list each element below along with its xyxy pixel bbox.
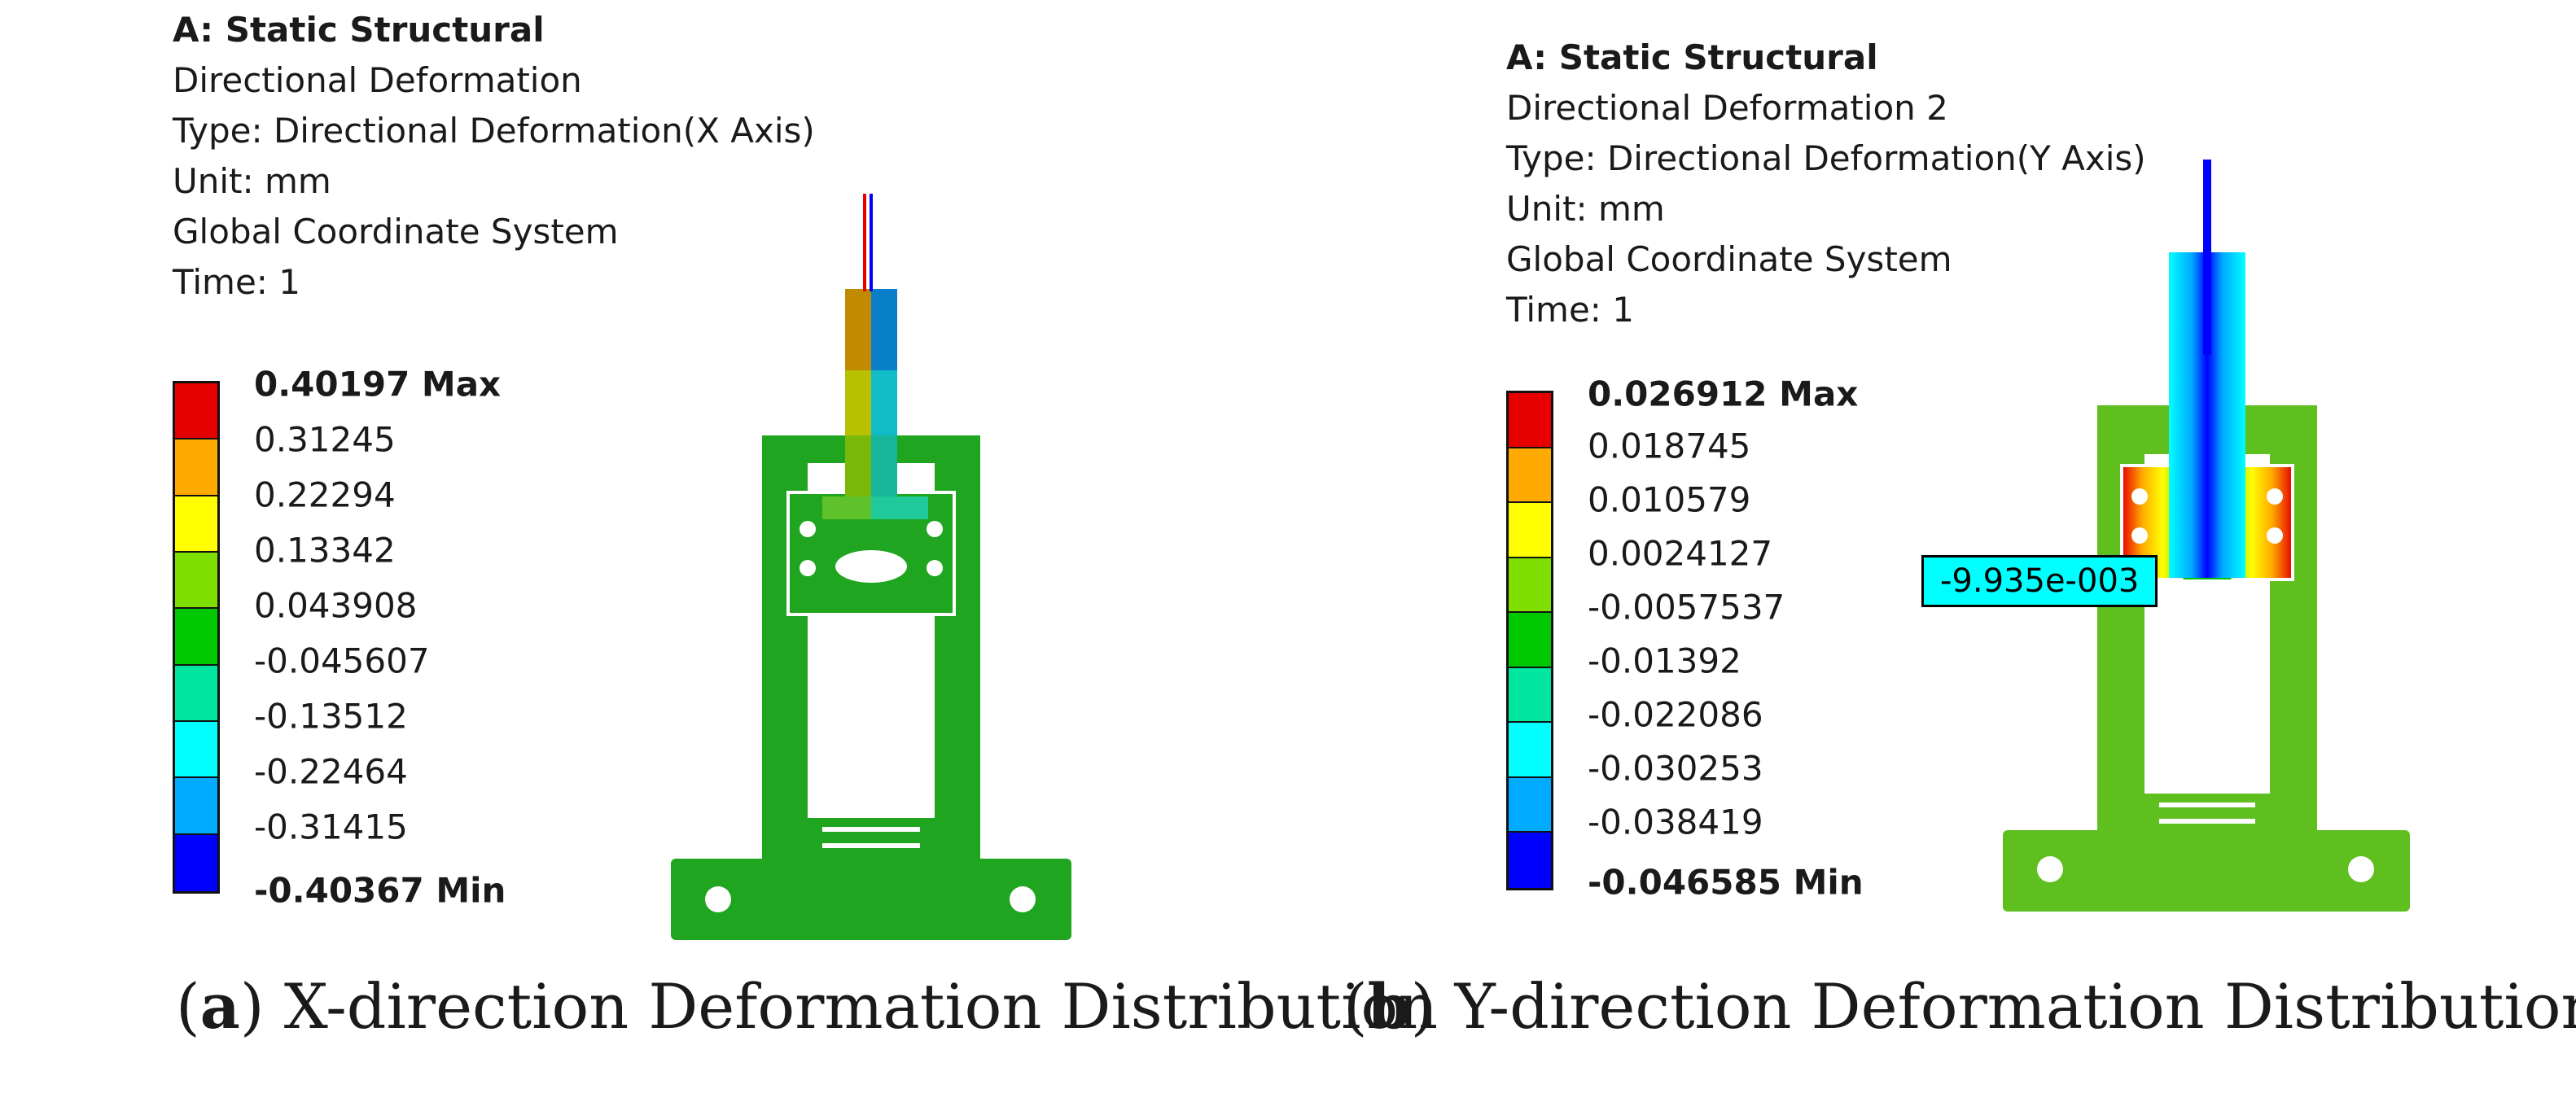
legend-tick-label: 0.043908 [254,585,418,626]
pin-left [863,194,866,291]
time-step: Time: 1 [1506,290,1635,330]
shaft-right-upper [871,289,897,370]
legend-tick-label: -0.22464 [254,751,408,792]
legend-swatch [175,439,217,496]
result-unit: Unit: mm [1506,189,1665,229]
legend-tick-label: -0.045607 [254,641,430,681]
bearing-hole [2131,527,2148,544]
shoulder-left [822,496,871,519]
coordinate-system: Global Coordinate System [173,212,619,251]
mounting-hole [2037,856,2063,882]
frame-slot [2159,819,2255,824]
shaft-left-mid [845,370,871,435]
legend-swatch [175,552,217,610]
legend-tick-label: -0.13512 [254,696,408,737]
caption-text: X-direction Deformation Distribution [283,970,1439,1043]
probe-value-tooltip: -9.935e-003 [1921,555,2158,607]
coordinate-system: Global Coordinate System [1506,239,1952,279]
bearing-hole [2131,488,2148,505]
time-step: Time: 1 [173,262,301,302]
bearing-hole [927,560,943,576]
frame-slot [822,827,920,832]
analysis-title: A: Static Structural [173,10,545,50]
pin-right [870,194,873,291]
legend-tick-label: 0.010579 [1588,479,1751,520]
legend-swatch [175,383,217,440]
legend-tick-label: 0.13342 [254,530,396,571]
figure-caption: (a) X-direction Deformation Distribution [176,970,1439,1043]
legend-swatch [1509,777,1551,833]
legend-tick-label: 0.31245 [254,419,396,460]
legend-tick-label: -0.022086 [1588,694,1763,735]
legend-swatch [175,496,217,553]
caption-letter: a [199,970,240,1043]
result-header: A: Static Structural Directional Deforma… [173,5,815,308]
legend-swatch [1509,503,1551,558]
result-type: Type: Directional Deformation(X Axis) [173,111,815,151]
legend-swatch [1509,393,1551,448]
frame-window [2144,590,2270,794]
legend-tick-label: 0.018745 [1588,426,1751,466]
legend-tick-label: 0.0024127 [1588,533,1773,574]
legend-tick-label: -0.0057537 [1588,587,1785,628]
panel-b: A: Static Structural Directional Deforma… [1319,0,2576,1043]
shaft-right-lower [871,435,897,496]
legend-min-label: -0.40367 Min [254,870,506,911]
legend-swatch [175,721,217,779]
legend-swatch [1509,667,1551,724]
legend-max-label: 0.026912 Max [1588,374,1859,414]
shaft-right-mid [871,370,897,435]
legend-max-label: 0.40197 Max [254,364,502,405]
legend-tick-label: -0.31415 [254,807,408,847]
mounting-hole [705,886,731,912]
base-plate [2003,830,2410,912]
legend-swatch [175,778,217,835]
legend-min-label: -0.046585 Min [1588,862,1864,903]
shoulder-right [871,496,928,519]
shaft-left-lower [845,435,871,496]
caption-text: Y-direction Deformation Distribution [1454,970,2576,1043]
frame-slot [2159,802,2255,807]
bearing-hole [2267,527,2283,544]
legend-swatch [175,834,217,891]
frame-bottom-beam [808,818,935,859]
frame-slot [822,843,920,848]
legend-swatch [175,665,217,722]
shaft-left-upper [845,289,871,370]
caption-letter: b [1367,970,1411,1043]
frame-window [808,614,935,818]
result-header: A: Static Structural Directional Deforma… [1506,33,2146,335]
bearing-hole [2267,488,2283,505]
legend-color-bar [173,381,220,894]
carriage-slot [835,550,907,583]
legend-swatch [1509,448,1551,504]
legend-tick-label: -0.038419 [1588,802,1763,842]
legend-swatch [175,609,217,666]
legend-color-bar [1506,391,1553,890]
legend-swatch [1509,613,1551,668]
legend-swatch [1509,833,1551,888]
result-unit: Unit: mm [173,161,331,201]
panel-a: A: Static Structural Directional Deforma… [0,0,1438,1043]
pin [2203,160,2211,355]
figure-caption: (b) Y-direction Deformation Distribution [1343,970,2576,1043]
result-type: Type: Directional Deformation(Y Axis) [1506,138,2146,178]
result-name: Directional Deformation [173,60,582,100]
legend-swatch [1509,723,1551,778]
mounting-hole [2348,856,2374,882]
base-plate [671,859,1071,940]
mounting-hole [1010,886,1036,912]
result-name: Directional Deformation 2 [1506,88,1948,128]
deformation-model-x [671,194,1071,940]
analysis-title: A: Static Structural [1506,37,1878,77]
bearing-hole [800,521,816,537]
legend-tick-label: -0.01392 [1588,641,1741,681]
legend-swatch [1509,558,1551,614]
legend-tick-label: 0.22294 [254,474,396,515]
deformation-model-y [2003,160,2410,912]
frame-bottom-beam [2144,794,2270,834]
bearing-hole [927,521,943,537]
bearing-hole [800,560,816,576]
legend-tick-label: -0.030253 [1588,748,1763,789]
